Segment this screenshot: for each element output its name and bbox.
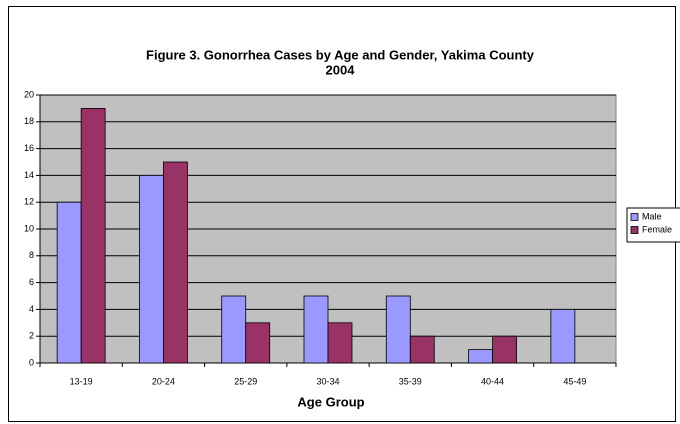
x-tick-label: 20-24 — [152, 376, 175, 386]
y-tick-label: 10 — [24, 223, 34, 233]
y-tick-label: 6 — [29, 277, 34, 287]
x-tick-label: 35-39 — [399, 376, 422, 386]
y-tick-label: 18 — [24, 116, 34, 126]
bar — [303, 295, 329, 364]
x-tick-label: 30-34 — [316, 376, 339, 386]
legend-swatch — [630, 226, 639, 234]
y-tick-label: 8 — [29, 250, 34, 260]
bar — [385, 295, 411, 364]
y-tick-label: 0 — [29, 357, 34, 367]
bar — [221, 295, 247, 364]
legend-swatch — [630, 213, 639, 221]
x-tick-label: 13-19 — [70, 376, 93, 386]
y-tick-label: 14 — [24, 170, 34, 180]
bar — [327, 322, 353, 364]
y-tick-label: 12 — [24, 197, 34, 207]
y-tick-label: 4 — [29, 304, 34, 314]
bar — [139, 174, 164, 364]
x-tick-label: 45-49 — [563, 376, 586, 386]
bar — [245, 322, 271, 364]
legend-label: Female — [642, 224, 672, 234]
x-axis-title: Age Group — [297, 394, 364, 409]
x-tick-label: 25-29 — [234, 376, 257, 386]
legend-label: Male — [642, 211, 662, 221]
chart-title: Figure 3. Gonorrhea Cases by Age and Gen… — [146, 47, 535, 62]
bar — [492, 335, 517, 364]
chart-title: 2004 — [326, 62, 356, 77]
y-tick-label: 2 — [29, 331, 34, 341]
bar — [409, 335, 435, 364]
bar — [56, 201, 82, 364]
bar — [468, 349, 493, 364]
bar — [163, 161, 188, 364]
y-tick-label: 20 — [24, 89, 34, 99]
bar — [80, 108, 106, 364]
x-tick-label: 40-44 — [481, 376, 504, 386]
y-tick-label: 16 — [24, 143, 34, 153]
bar — [550, 308, 576, 364]
